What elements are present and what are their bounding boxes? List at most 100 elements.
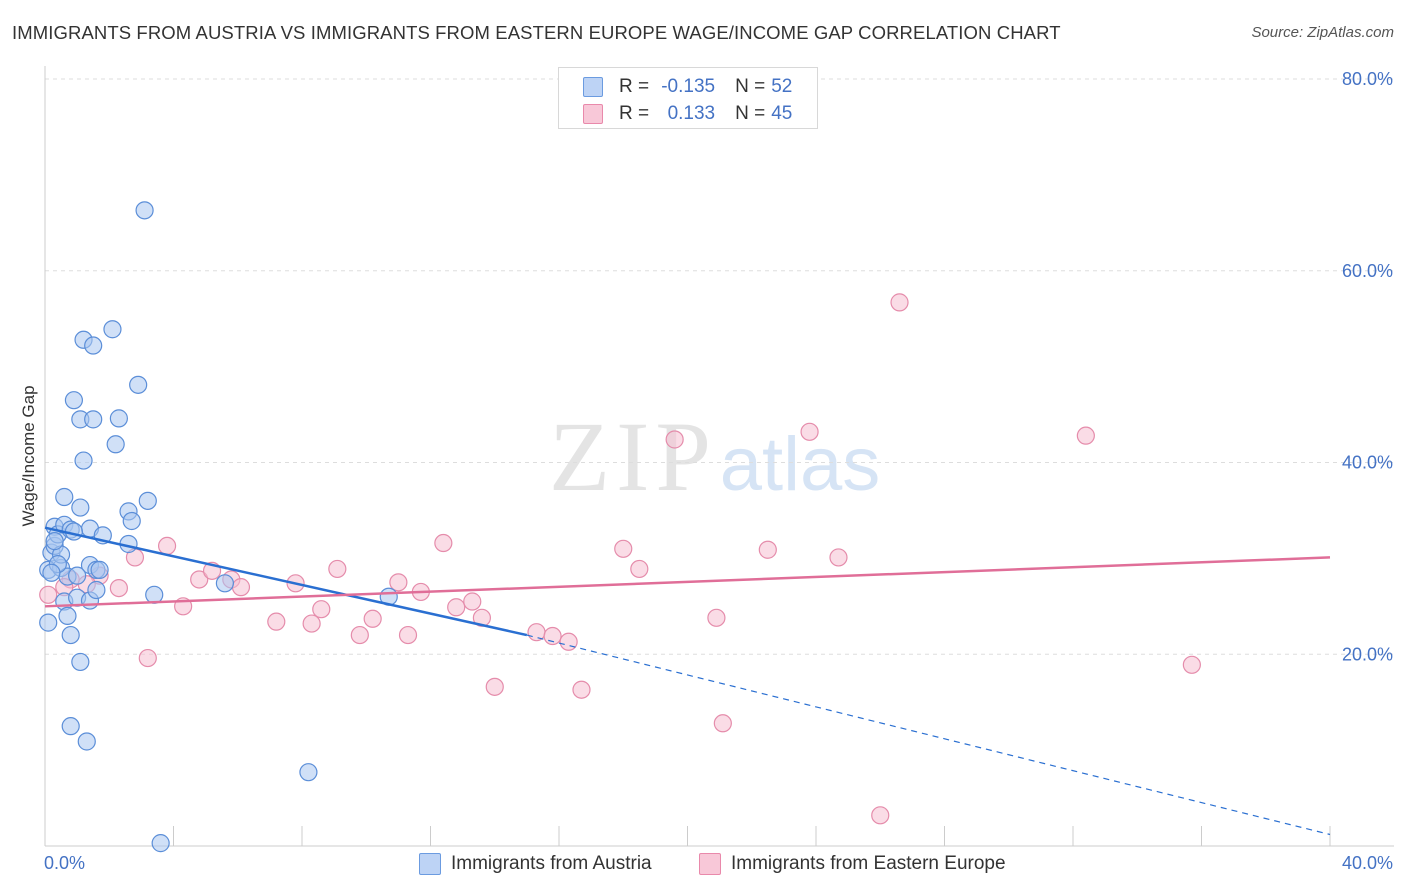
legend-r-label: R = bbox=[619, 76, 650, 97]
austria-point bbox=[77, 732, 96, 751]
bottom-legend-swatch-eastern-europe bbox=[699, 853, 721, 875]
y-axis-label: Wage/Income Gap bbox=[19, 385, 38, 526]
austria-point bbox=[215, 574, 234, 593]
watermark: ZIP atlas bbox=[549, 401, 880, 512]
eastern-europe-point bbox=[572, 680, 591, 699]
austria-point bbox=[61, 625, 80, 645]
eastern-europe-point bbox=[434, 533, 453, 553]
eastern-europe-point bbox=[302, 614, 321, 633]
legend-swatch-austria bbox=[583, 77, 603, 97]
tick-labels: 20.0% 40.0% 60.0% 80.0% 0.0% 40.0% bbox=[44, 69, 1393, 873]
legend-r-value-eastern-europe: 0.133 bbox=[667, 103, 716, 124]
eastern-europe-point bbox=[485, 677, 504, 696]
austria-point bbox=[90, 560, 109, 579]
austria-point bbox=[106, 435, 125, 454]
austria-point bbox=[129, 375, 148, 394]
austria-point bbox=[61, 717, 80, 736]
eastern-europe-point bbox=[707, 608, 726, 627]
austria-point bbox=[122, 511, 141, 531]
y-tick-label: 60.0% bbox=[1342, 261, 1393, 281]
trend-line-austria bbox=[44, 526, 528, 637]
austria-point bbox=[135, 201, 154, 220]
austria-point bbox=[58, 606, 77, 626]
eastern-europe-point bbox=[138, 648, 157, 668]
eastern-europe-point bbox=[190, 570, 209, 589]
x-tick-label: 0.0% bbox=[44, 853, 85, 873]
eastern-europe-point bbox=[630, 559, 649, 579]
axes bbox=[44, 66, 1394, 847]
legend-n-label: N = bbox=[735, 103, 766, 124]
eastern-europe-point bbox=[890, 293, 909, 312]
eastern-europe-point bbox=[614, 539, 633, 558]
austria-point bbox=[64, 391, 84, 410]
series-eastern-europe bbox=[39, 293, 1201, 825]
eastern-europe-point bbox=[1076, 426, 1095, 445]
legend-row-eastern-europe: R = 0.133 N = 45 bbox=[583, 101, 792, 127]
eastern-europe-point bbox=[527, 623, 546, 642]
legend-swatch-eastern-europe bbox=[583, 104, 603, 124]
trend-line-austria-extension bbox=[526, 634, 1331, 836]
series-austria bbox=[39, 201, 398, 853]
eastern-europe-point bbox=[463, 592, 482, 611]
austria-point bbox=[87, 580, 106, 600]
eastern-europe-point bbox=[398, 625, 418, 645]
austria-point bbox=[84, 410, 103, 429]
eastern-europe-point bbox=[328, 559, 347, 579]
austria-point bbox=[55, 487, 74, 507]
legend-r-label: R = bbox=[619, 103, 650, 124]
austria-point bbox=[71, 498, 90, 517]
austria-point bbox=[42, 563, 61, 582]
eastern-europe-point bbox=[800, 422, 819, 441]
trend-line-eastern-europe bbox=[44, 556, 1331, 608]
eastern-europe-point bbox=[1182, 655, 1201, 674]
trend-lines bbox=[44, 526, 1331, 836]
austria-point bbox=[103, 320, 122, 339]
eastern-europe-point bbox=[829, 548, 848, 567]
eastern-europe-point bbox=[231, 578, 251, 597]
watermark-zip: ZIP bbox=[549, 401, 717, 512]
legend-row-austria: R = -0.135 N = 52 bbox=[583, 74, 792, 100]
source-credit: Source: ZipAtlas.com bbox=[1251, 24, 1394, 41]
legend-n-value-austria: 52 bbox=[771, 76, 793, 97]
legend-n-value-eastern-europe: 45 bbox=[771, 103, 793, 124]
x-tick-label: 40.0% bbox=[1342, 853, 1393, 873]
eastern-europe-point bbox=[758, 540, 777, 559]
y-tick-label: 80.0% bbox=[1342, 69, 1393, 89]
bottom-legend-eastern-europe: Immigrants from Eastern Europe bbox=[699, 852, 1006, 876]
legend-n-label: N = bbox=[735, 76, 766, 97]
eastern-europe-point bbox=[871, 806, 890, 825]
y-tick-label: 40.0% bbox=[1342, 453, 1393, 473]
bottom-legend-label-eastern-europe: Immigrants from Eastern Europe bbox=[731, 853, 1006, 874]
austria-point bbox=[71, 652, 90, 672]
eastern-europe-point bbox=[312, 600, 331, 619]
gridlines bbox=[45, 78, 1394, 655]
eastern-europe-point bbox=[39, 585, 58, 604]
eastern-europe-point bbox=[389, 573, 408, 592]
eastern-europe-point bbox=[447, 598, 466, 617]
eastern-europe-point bbox=[713, 714, 732, 733]
correlation-legend: R = -0.135 N = 52 R = 0.133 N = 45 bbox=[558, 67, 818, 129]
austria-point bbox=[84, 336, 103, 355]
austria-point bbox=[39, 613, 58, 632]
austria-point bbox=[68, 566, 87, 585]
austria-point bbox=[74, 451, 93, 470]
austria-point bbox=[64, 522, 84, 541]
austria-point bbox=[299, 763, 318, 782]
bottom-legend-austria: Immigrants from Austria bbox=[419, 852, 652, 876]
bottom-legend-swatch-austria bbox=[419, 853, 441, 875]
eastern-europe-point bbox=[559, 632, 578, 651]
eastern-europe-point bbox=[157, 536, 177, 556]
eastern-europe-point bbox=[665, 430, 684, 449]
eastern-europe-point bbox=[267, 612, 286, 631]
austria-point bbox=[151, 834, 170, 853]
chart-title: IMMIGRANTS FROM AUSTRIA VS IMMIGRANTS FR… bbox=[12, 22, 1061, 43]
legend-r-value-austria: -0.135 bbox=[661, 76, 716, 97]
austria-point bbox=[45, 532, 64, 551]
y-tick-label: 20.0% bbox=[1342, 644, 1393, 664]
eastern-europe-point bbox=[363, 609, 382, 628]
watermark-atlas: atlas bbox=[720, 422, 881, 507]
bottom-legend-label-austria: Immigrants from Austria bbox=[451, 853, 652, 874]
austria-point bbox=[138, 491, 157, 510]
austria-point bbox=[109, 409, 128, 428]
